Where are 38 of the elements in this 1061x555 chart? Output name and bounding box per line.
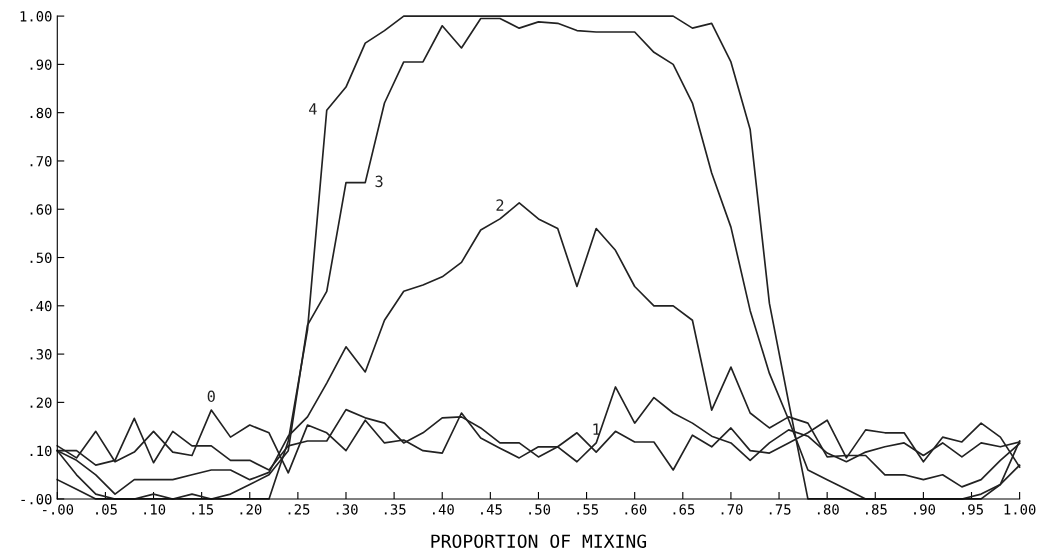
x-tick-label: .65 (673, 504, 695, 515)
x-tick-label: .95 (962, 504, 983, 515)
y-tick-label: .20 (30, 397, 52, 408)
x-axis-title: PROPORTION OF MIXING (431, 534, 647, 549)
x-tick-label: .60 (625, 504, 647, 515)
x-tick-label: 1.00 (1004, 504, 1036, 515)
x-tick-label: .55 (577, 504, 599, 515)
y-tick-label: 1.00 (20, 11, 52, 22)
x-tick-label: .20 (240, 504, 262, 515)
y-tick-label: .70 (30, 155, 52, 167)
x-tick-label: -.00 (42, 504, 74, 515)
series-label: 0 (207, 390, 215, 403)
series-label: 2 (496, 199, 504, 211)
series-label: 1 (593, 423, 600, 435)
x-tick-label: .30 (336, 504, 358, 515)
y-tick-label: .10 (30, 445, 52, 457)
series-label: 3 (375, 175, 383, 188)
x-tick-label: .05 (96, 504, 117, 515)
y-tick-label: .90 (30, 59, 52, 70)
x-tick-label: .25 (288, 504, 310, 515)
x-tick-label: .75 (769, 504, 791, 515)
x-tick-label: .15 (192, 504, 214, 515)
x-tick-label: .80 (817, 504, 839, 515)
x-tick-label: .40 (433, 504, 454, 515)
x-tick-label: .35 (384, 504, 406, 515)
y-tick-label: .60 (30, 204, 52, 215)
x-tick-label: .10 (144, 504, 166, 515)
series-label: 4 (309, 103, 317, 115)
y-tick-label: .30 (30, 349, 52, 360)
x-tick-label: .90 (914, 504, 936, 515)
y-tick-label: .40 (30, 300, 52, 312)
x-tick-label: .70 (721, 504, 743, 515)
y-tick-label: -.00 (21, 493, 52, 505)
x-tick-label: .50 (529, 504, 551, 515)
x-tick-label: .85 (866, 504, 887, 515)
x-tick-label: .45 (481, 504, 502, 515)
y-tick-label: .80 (30, 107, 52, 119)
y-tick-label: .50 (30, 252, 52, 264)
